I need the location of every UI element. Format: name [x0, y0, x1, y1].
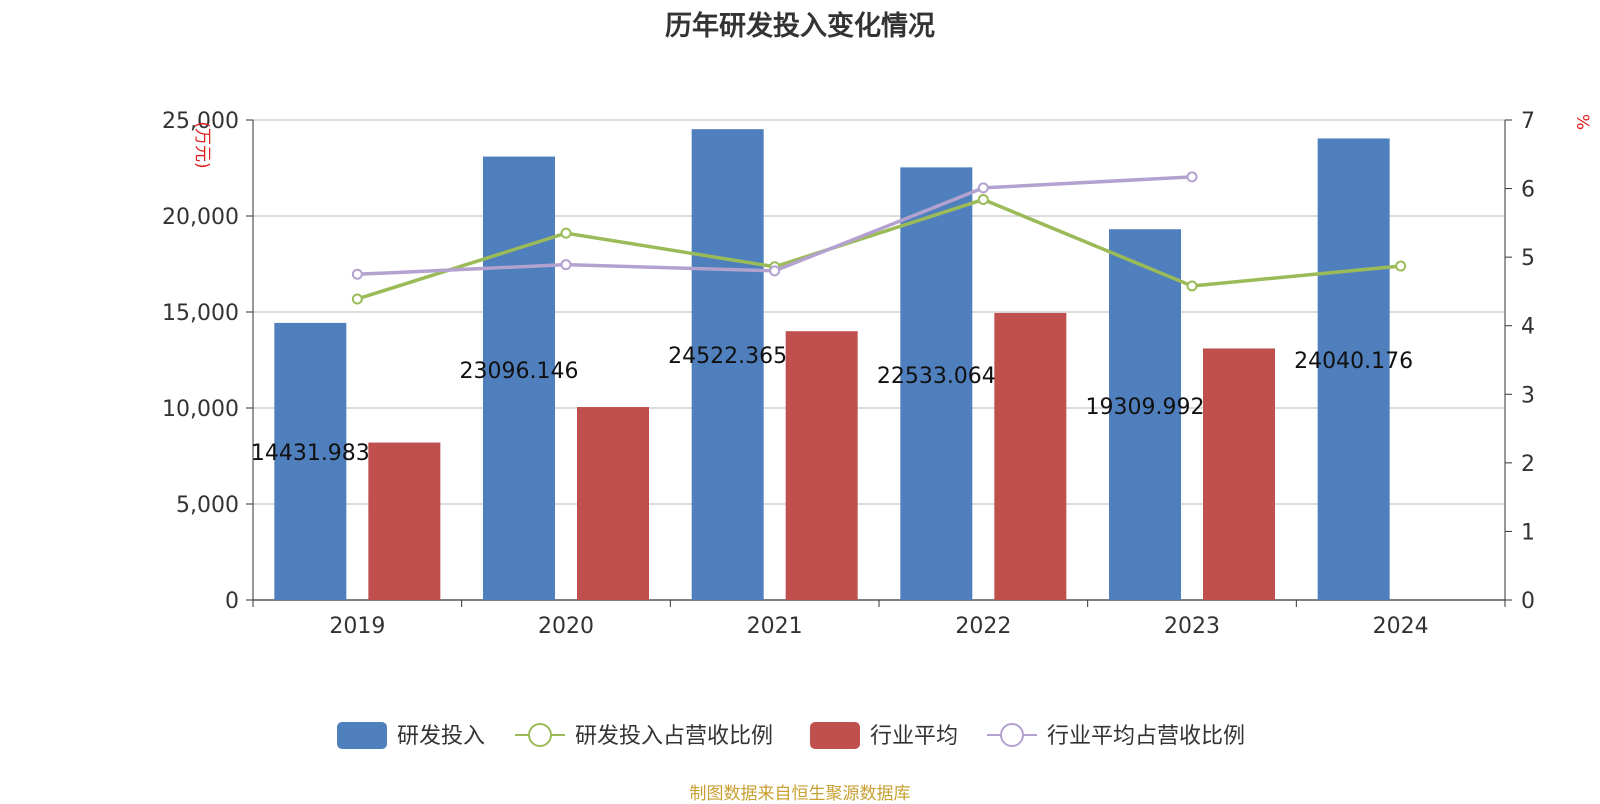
bar-rd-investment: [691, 129, 764, 600]
point-industry-ratio: [1186, 171, 1198, 183]
x-tick-label: 2020: [538, 614, 594, 639]
y-right-tick-label: 7: [1521, 109, 1535, 134]
point-industry-ratio: [977, 182, 989, 194]
legend-label: 研发投入: [397, 724, 485, 749]
bar-data-label: 24522.365: [668, 344, 787, 369]
legend-swatch-marker: [528, 723, 552, 747]
bar-industry-average: [1203, 348, 1275, 600]
bar-rd-investment: [1317, 138, 1390, 600]
y-right-tick-label: 1: [1521, 520, 1535, 545]
y-left-tick-label: 5,000: [176, 493, 239, 518]
legend-swatch-bar: [810, 722, 860, 749]
point-rd-ratio: [351, 293, 363, 305]
point-rd-ratio: [1186, 280, 1198, 292]
point-rd-ratio: [560, 227, 572, 239]
chart-title: 历年研发投入变化情况: [665, 11, 935, 42]
y-left-tick-label: 10,000: [162, 397, 239, 422]
point-industry-ratio: [560, 259, 572, 271]
point-industry-ratio: [351, 268, 363, 280]
legend-label: 研发投入占营收比例: [575, 724, 773, 749]
y-left-tick-label: 20,000: [162, 205, 239, 230]
bar-data-label: 24040.176: [1294, 349, 1413, 374]
y-right-tick-label: 3: [1521, 383, 1535, 408]
point-rd-ratio: [1395, 260, 1407, 272]
y-left-tick-label: 0: [225, 589, 239, 614]
point-rd-ratio: [977, 194, 989, 206]
line-rd-ratio: [356, 197, 1401, 301]
y-right-tick-label: 6: [1521, 178, 1535, 203]
y-right-tick-label: 2: [1521, 452, 1535, 477]
bar-data-label: 23096.146: [460, 359, 579, 384]
x-tick-label: 2022: [955, 614, 1011, 639]
bar-industry-average: [577, 407, 649, 600]
bar-rd-investment: [1109, 229, 1181, 600]
legend-label: 行业平均占营收比例: [1047, 724, 1245, 749]
x-tick-label: 2024: [1373, 614, 1429, 639]
bar-industry-average: [368, 442, 441, 600]
y-right-tick-label: 0: [1521, 589, 1535, 614]
legend-swatch-marker: [1000, 723, 1024, 747]
legend-label: 行业平均: [870, 724, 958, 749]
x-tick-label: 2021: [747, 614, 803, 639]
bar-rd-investment: [483, 156, 555, 600]
source-note: 制图数据来自恒生聚源数据库: [689, 784, 911, 804]
x-tick-label: 2019: [329, 614, 385, 639]
bar-data-label: 22533.064: [877, 364, 996, 389]
y-right-unit-label: %: [1572, 114, 1592, 130]
point-industry-ratio: [769, 265, 781, 277]
y-right-tick-label: 5: [1521, 246, 1535, 271]
y-left-tick-label: 25,000: [162, 109, 239, 134]
x-tick-label: 2023: [1164, 614, 1220, 639]
y-right-tick-label: 4: [1521, 315, 1535, 340]
y-left-unit-label: (万元): [192, 121, 212, 168]
bar-data-label: 19309.992: [1086, 395, 1205, 420]
y-left-tick-label: 15,000: [162, 301, 239, 326]
bar-data-label: 14431.983: [251, 441, 370, 466]
bar-rd-investment: [900, 167, 973, 600]
bar-industry-average: [994, 312, 1067, 600]
legend-swatch-bar: [337, 722, 387, 749]
bar-industry-average: [785, 331, 858, 600]
bar-rd-investment: [274, 322, 347, 600]
